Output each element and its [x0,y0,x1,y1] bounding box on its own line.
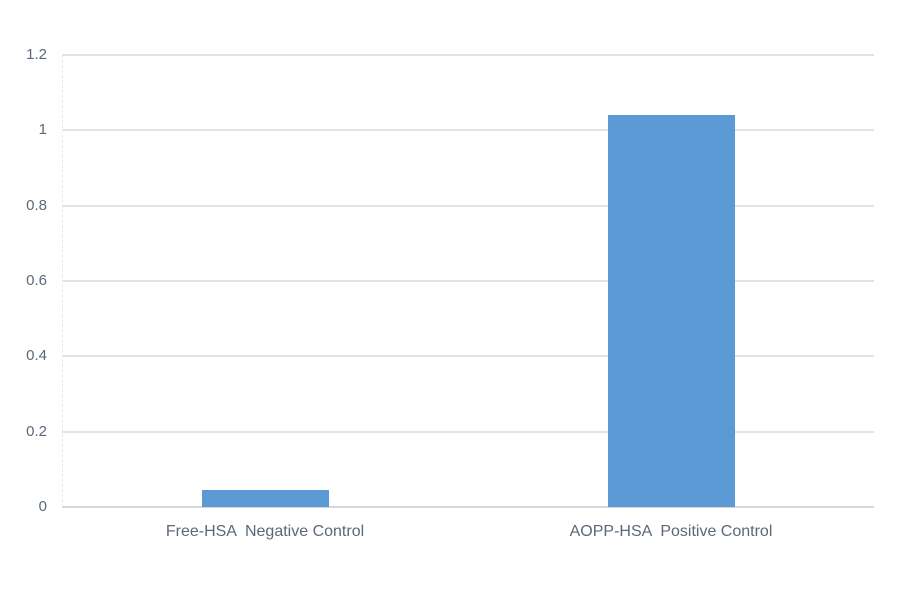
gridline [62,129,874,132]
gridline [62,430,874,433]
y-tick-label: 0.2 [26,422,47,440]
plot-area [62,54,874,508]
gridline [62,355,874,358]
y-tick-label: 0 [38,498,47,515]
x-category-label: AOPP-HSA Positive Control [569,523,773,540]
x-category-label: Free-HSA Negative Control [165,523,365,540]
y-tick-label: 0.8 [26,196,47,214]
y-tick-label: 0.4 [26,347,47,365]
y-tick-label: 0.6 [26,272,47,289]
x-axis-baseline [62,506,874,508]
bar-2 [608,115,735,507]
bar-1 [202,490,329,507]
gridline [62,204,874,207]
gridline [62,54,874,56]
y-tick-label: 1 [38,121,47,139]
gridline [62,280,874,282]
y-tick-label: 1.2 [26,46,47,63]
